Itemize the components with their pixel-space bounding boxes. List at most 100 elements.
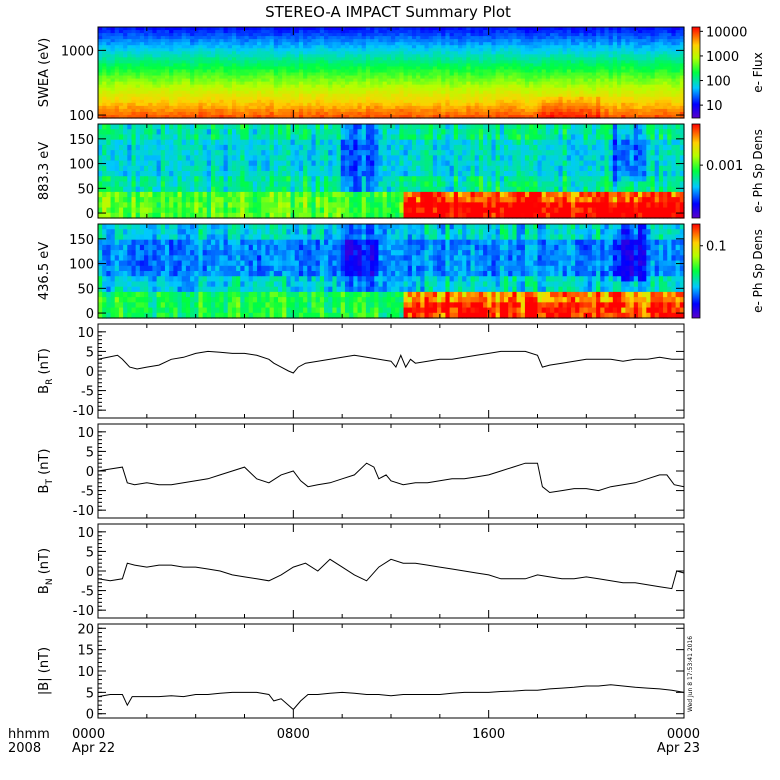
- heatmap-cell: [499, 60, 505, 64]
- heatmap-cell: [173, 186, 179, 193]
- heatmap-cell: [135, 48, 141, 52]
- heatmap-cell: [219, 102, 225, 107]
- heatmap-cell: [437, 108, 442, 113]
- heatmap-cell: [466, 51, 472, 55]
- heatmap-cell: [227, 75, 233, 80]
- heatmap-cell: [566, 27, 572, 31]
- heatmap-cell: [240, 111, 246, 116]
- heatmap-cell: [558, 75, 564, 80]
- heatmap-cell: [294, 105, 300, 110]
- heatmap-cell: [541, 108, 547, 113]
- heatmap-cell: [98, 165, 103, 172]
- colorbar-tick-label: 10000: [706, 25, 747, 40]
- heatmap-cell: [139, 108, 145, 113]
- heatmap-cell: [541, 96, 547, 101]
- heatmap-cell: [139, 129, 145, 136]
- heatmap-cell: [181, 30, 187, 34]
- heatmap-cell: [395, 30, 400, 34]
- heatmap-cell: [202, 33, 208, 37]
- heatmap-cell: [395, 54, 400, 58]
- heatmap-cell: [211, 181, 216, 188]
- heatmap-cell: [319, 84, 325, 89]
- heatmap-cell: [131, 108, 137, 113]
- heatmap-cell: [562, 63, 568, 68]
- heatmap-cell: [194, 36, 200, 40]
- heatmap-cell: [403, 48, 409, 52]
- heatmap-cell: [148, 124, 154, 130]
- heatmap-cell: [102, 134, 107, 141]
- heatmap-cell: [98, 99, 103, 104]
- heatmap-cell: [160, 197, 166, 203]
- heatmap-cell: [550, 111, 555, 116]
- heatmap-cell: [524, 33, 530, 37]
- heatmap-cell: [441, 114, 447, 119]
- heatmap-cell: [453, 42, 459, 46]
- heatmap-cell: [491, 87, 497, 92]
- heatmap-cell: [441, 75, 447, 80]
- heatmap-cell: [470, 72, 476, 77]
- heatmap-cell: [148, 57, 154, 61]
- heatmap-cell: [244, 108, 250, 113]
- heatmap-cell: [198, 155, 204, 162]
- heatmap-cell: [173, 108, 179, 113]
- heatmap-cell: [202, 30, 208, 34]
- heatmap-cell: [181, 90, 187, 95]
- heatmap-cell: [349, 96, 354, 101]
- heatmap-cell: [391, 57, 396, 61]
- heatmap-cell: [231, 81, 237, 86]
- heatmap-cell: [248, 111, 254, 116]
- heatmap-cell: [391, 93, 396, 98]
- heatmap-cell: [244, 176, 250, 183]
- heatmap-cell: [303, 45, 308, 49]
- heatmap-cell: [273, 60, 279, 64]
- heatmap-cell: [269, 160, 275, 167]
- heatmap-cell: [332, 105, 338, 110]
- heatmap-cell: [504, 90, 509, 95]
- heatmap-cell: [244, 78, 250, 83]
- heatmap-cell: [349, 42, 354, 46]
- heatmap-cell: [164, 60, 170, 64]
- heatmap-cell: [106, 114, 112, 119]
- heatmap-cell: [587, 78, 593, 83]
- heatmap-cell: [236, 191, 241, 198]
- heatmap-cell: [185, 165, 191, 172]
- heatmap-cell: [370, 96, 375, 101]
- heatmap-cell: [462, 63, 467, 68]
- heatmap-cell: [487, 93, 493, 98]
- heatmap-cell: [173, 191, 179, 198]
- heatmap-cell: [466, 96, 472, 101]
- heatmap-cell: [152, 99, 158, 104]
- heatmap-cell: [156, 171, 162, 177]
- heatmap-cell: [290, 78, 296, 83]
- heatmap-cell: [570, 105, 576, 110]
- heatmap-cell: [453, 36, 459, 40]
- heatmap-cell: [424, 102, 430, 107]
- heatmap-cell: [102, 45, 107, 49]
- heatmap-cell: [315, 111, 321, 116]
- heatmap-cell: [524, 93, 530, 98]
- heatmap-cell: [144, 176, 149, 183]
- heatmap-cell: [127, 54, 133, 58]
- heatmap-cell: [127, 51, 133, 55]
- heatmap-cell: [269, 30, 275, 34]
- heatmap-cell: [445, 39, 451, 43]
- heatmap-cell: [185, 99, 191, 104]
- heatmap-cell: [462, 42, 467, 46]
- heatmap-cell: [261, 96, 267, 101]
- heatmap-cell: [286, 45, 292, 49]
- heatmap-cell: [194, 33, 200, 37]
- heatmap-cell: [520, 99, 526, 104]
- heatmap-cell: [462, 99, 467, 104]
- heatmap-cell: [474, 69, 480, 74]
- heatmap-cell: [558, 27, 564, 31]
- heatmap-cell: [185, 176, 191, 183]
- heatmap-cell: [248, 129, 254, 136]
- heatmap-cell: [227, 78, 233, 83]
- heatmap-cell: [361, 60, 367, 64]
- heatmap-cell: [198, 60, 204, 64]
- heatmap-cell: [445, 102, 451, 107]
- heatmap-cell: [219, 96, 225, 101]
- heatmap-cell: [470, 57, 476, 61]
- heatmap-cell: [453, 84, 459, 89]
- heatmap-cell: [152, 165, 158, 172]
